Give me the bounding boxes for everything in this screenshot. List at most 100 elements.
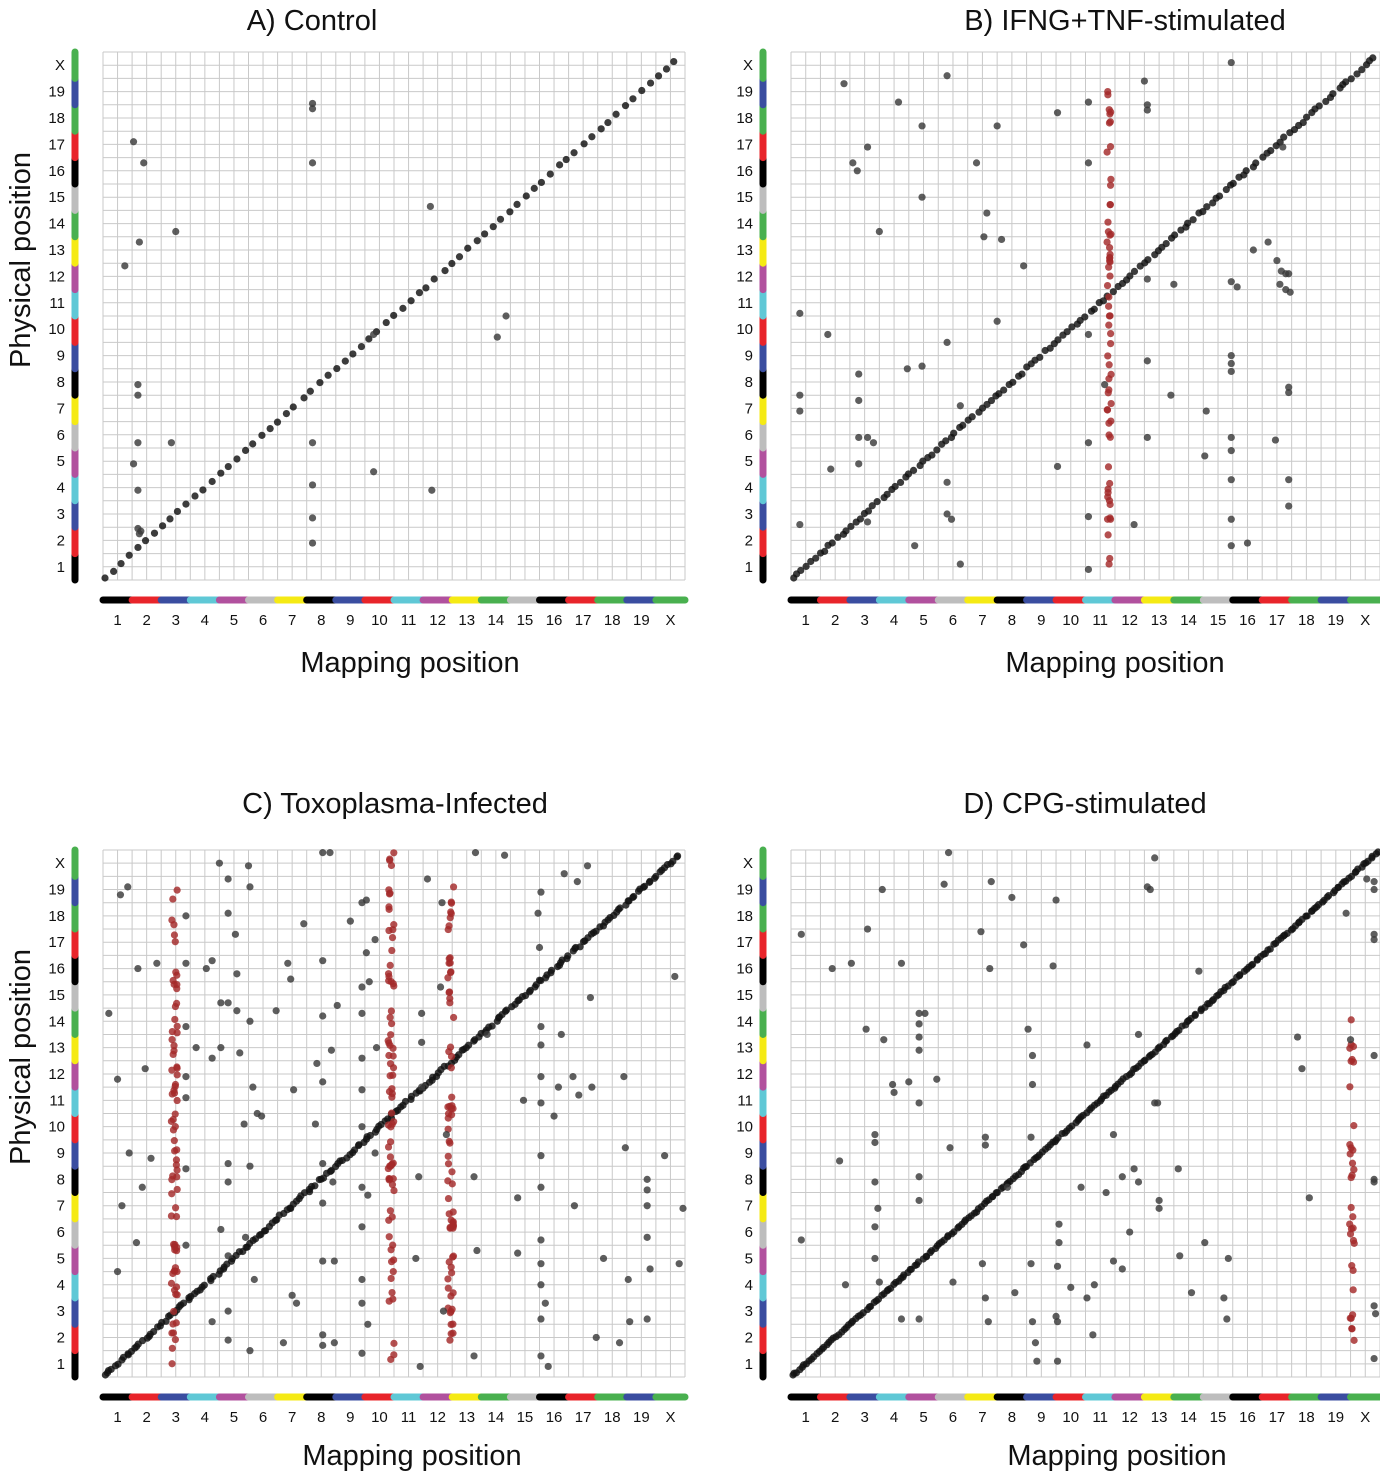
cis-point: [1162, 239, 1170, 248]
trans-point: [840, 80, 848, 88]
trans-point: [231, 930, 240, 938]
x-tick-label: 5: [230, 612, 238, 629]
cis-point: [670, 57, 678, 66]
hotspot-point: [449, 883, 458, 891]
trans-point: [537, 888, 545, 896]
trans-point: [290, 1086, 298, 1094]
y-tick-label: 8: [57, 1171, 65, 1188]
trans-point: [977, 928, 985, 936]
cis-point: [1144, 256, 1152, 264]
trans-point: [308, 99, 317, 108]
trans-point: [224, 1159, 232, 1168]
x-tick-label: 9: [1037, 1409, 1045, 1426]
y-tick-label: X: [55, 57, 65, 74]
cis-point: [537, 178, 546, 187]
x-tick-label: 3: [172, 1409, 180, 1426]
y-tick-label: 18: [736, 908, 753, 925]
trans-point: [1055, 1220, 1063, 1228]
trans-point: [1201, 452, 1209, 460]
cis-point: [1036, 353, 1044, 361]
trans-point: [918, 362, 926, 370]
trans-point: [308, 481, 317, 489]
cis-point: [455, 253, 464, 261]
trans-point: [141, 1065, 149, 1073]
trans-point: [943, 72, 951, 80]
trans-point: [519, 1096, 528, 1104]
hotspot-point: [1349, 1058, 1358, 1066]
cis-point: [357, 342, 366, 351]
cis-point: [1299, 118, 1307, 127]
cis-point: [546, 170, 554, 178]
trans-point: [241, 1233, 250, 1241]
trans-point: [592, 1333, 600, 1342]
trans-point: [675, 1260, 683, 1268]
trans-point: [1053, 1318, 1062, 1326]
hotspot-point: [1105, 386, 1113, 394]
x-tick-label: 7: [978, 612, 986, 629]
trans-point: [140, 159, 148, 167]
hotspot-point: [173, 1166, 181, 1174]
trans-point: [1285, 270, 1293, 278]
hotspot-point: [388, 933, 397, 942]
trans-point: [1273, 256, 1281, 265]
x-tick-label: 3: [860, 1409, 868, 1426]
cis-point: [616, 904, 624, 912]
hotspot-point: [444, 1160, 453, 1168]
x-tick-label: 6: [259, 612, 267, 629]
trans-point: [423, 875, 432, 883]
trans-point: [358, 1349, 366, 1357]
cis-point: [173, 507, 182, 516]
trans-point: [986, 964, 994, 973]
hotspot-point: [1105, 361, 1113, 369]
trans-point: [182, 1241, 190, 1249]
hotspot-point: [170, 1089, 179, 1097]
hotspot-point: [385, 926, 393, 935]
trans-point: [246, 1162, 254, 1170]
cis-point: [465, 1041, 473, 1049]
trans-point: [358, 1223, 366, 1231]
trans-point: [1167, 391, 1175, 399]
x-tick-label: X: [665, 612, 675, 629]
trans-point: [871, 1178, 879, 1186]
y-tick-label: 5: [745, 453, 753, 470]
trans-point: [246, 1347, 254, 1355]
trans-point: [1227, 58, 1235, 67]
trans-point: [1285, 502, 1293, 510]
trans-point: [956, 402, 964, 410]
trans-point: [416, 1362, 424, 1371]
trans-point: [182, 959, 190, 967]
trans-point: [1055, 1239, 1063, 1247]
y-tick-label: 14: [736, 216, 753, 233]
hotspot-point: [173, 1173, 181, 1181]
y-tick-label: 19: [48, 84, 65, 101]
trans-point: [308, 539, 317, 547]
y-tick-label: 8: [57, 374, 65, 391]
hotspot-point: [1107, 370, 1115, 379]
y-tick-label: 2: [745, 532, 753, 549]
trans-point: [956, 560, 964, 568]
hotspot-point: [173, 886, 181, 894]
trans-point: [1143, 101, 1151, 109]
y-tick-label: 12: [736, 268, 753, 285]
hotspot-point: [1106, 231, 1114, 239]
cis-point: [530, 184, 538, 192]
trans-point: [643, 1186, 651, 1194]
hotspot-point: [170, 1042, 178, 1050]
hotspot-point: [1347, 1016, 1355, 1024]
y-tick-label: 15: [736, 189, 753, 206]
y-tick-label: 10: [736, 1119, 753, 1136]
x-tick-label: 15: [517, 612, 534, 629]
trans-point: [537, 1281, 545, 1289]
hotspot-point: [173, 1063, 181, 1071]
trans-point: [412, 1254, 420, 1263]
trans-point: [570, 1202, 579, 1210]
hotspot-point: [385, 1176, 393, 1184]
cis-point: [856, 515, 865, 523]
hotspot-point: [168, 1329, 176, 1337]
trans-point: [500, 851, 509, 859]
cis-point: [1215, 192, 1224, 200]
cis-point: [847, 522, 855, 531]
y-tick-label: 18: [736, 110, 753, 127]
trans-point: [537, 1352, 545, 1360]
hotspot-point: [1106, 250, 1114, 258]
